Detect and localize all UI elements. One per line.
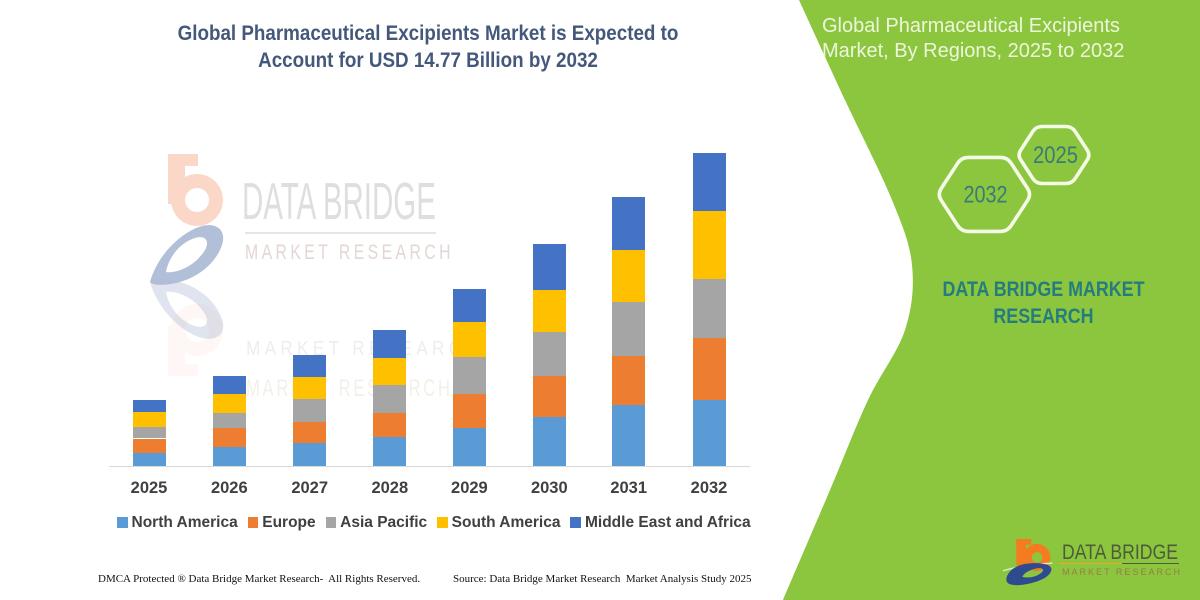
- svg-text:2032: 2032: [964, 182, 1008, 209]
- svg-text:2025: 2025: [1033, 142, 1078, 169]
